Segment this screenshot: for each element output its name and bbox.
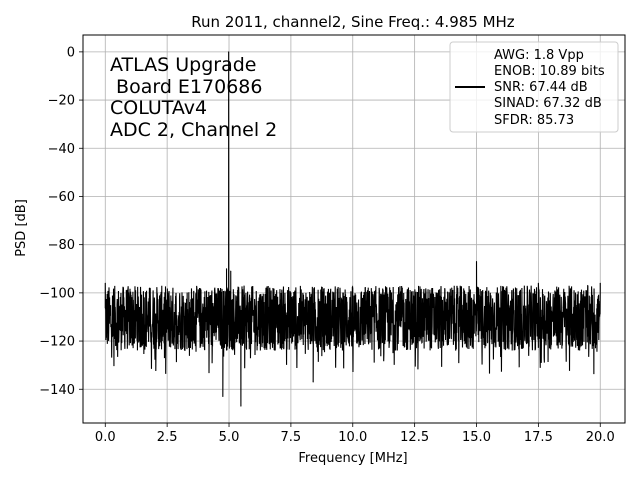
psd-data-point (198, 302, 200, 304)
psd-data-point (208, 335, 210, 337)
x-tick-label: 15.0 (462, 430, 491, 445)
legend-entry: ENOB: 10.89 bits (494, 64, 605, 79)
psd-data-point (104, 282, 106, 284)
psd-data-point (159, 345, 161, 347)
psd-data-point (513, 292, 515, 294)
y-tick-label: 0 (67, 45, 75, 60)
psd-data-point (451, 287, 453, 289)
legend-box (449, 41, 619, 133)
annotation-line: ATLAS Upgrade (110, 54, 256, 76)
psd-data-point (228, 51, 230, 53)
psd-data-point (562, 306, 564, 308)
psd-data-point (230, 270, 232, 272)
psd-data-point (243, 292, 245, 294)
psd-data-point (599, 282, 601, 284)
legend: AWG: 1.8 Vpp ENOB: 10.89 bits SNR: 67.44… (449, 41, 619, 133)
tick-marks: 0.0 2.5 5.0 7.5 10.0 12.5 15.0 17.5 20.0 0 −20 −40 −… (39, 45, 614, 445)
plot-area-border (82, 34, 626, 424)
psd-data-point (342, 292, 344, 294)
psd-data-point (525, 335, 527, 337)
psd-data-point (169, 306, 171, 308)
chart-title: Run 2011, channel2, Sine Freq.: 4.985 MH… (191, 13, 515, 31)
psd-data-point (149, 287, 151, 289)
y-tick-label: −140 (39, 383, 75, 398)
psd-data-point (332, 330, 334, 332)
psd-data-point (575, 292, 577, 294)
x-axis-label: Frequency [MHz] (298, 451, 407, 466)
psd-data-point (537, 282, 539, 284)
psd-data-point (438, 340, 440, 342)
psd-data-point (587, 335, 589, 337)
psd-data-point (278, 340, 280, 342)
y-tick-label: −120 (39, 335, 75, 350)
y-tick-label: −40 (48, 142, 75, 157)
psd-data-point (238, 316, 240, 318)
run-annotation: ATLAS Upgrade Board E170686 COLUTAv4 ADC… (110, 54, 277, 141)
y-tick-label: −100 (39, 286, 75, 301)
psd-data-point (302, 335, 304, 337)
annotation-line: Board E170686 (110, 76, 262, 98)
psd-data-point (253, 330, 255, 332)
psd-data-point (500, 340, 502, 342)
psd-data-point (129, 292, 131, 294)
psd-data-point (364, 287, 366, 289)
x-tick-label: 5.0 (219, 430, 240, 445)
series-layer (104, 51, 601, 407)
psd-data-point (112, 335, 114, 337)
legend-entry: SINAD: 67.32 dB (494, 96, 602, 111)
psd-data-point (188, 355, 190, 357)
legend-entry: SNR: 67.44 dB (494, 80, 588, 95)
psd-series-line (104, 51, 601, 407)
psd-data-point (488, 302, 490, 304)
y-tick-label: −20 (48, 94, 75, 109)
psd-data-point (352, 345, 354, 347)
psd-data-point (463, 316, 465, 318)
psd-data-point (377, 321, 379, 323)
psd-data-point (265, 302, 267, 304)
legend-entry: SFDR: 85.73 (494, 113, 574, 128)
psd-data-point (426, 302, 428, 304)
psd-data-point (222, 395, 224, 397)
x-tick-label: 17.5 (524, 430, 553, 445)
psd-data-point (233, 306, 235, 308)
psd-data-point (550, 345, 552, 347)
psd-data-point (139, 328, 141, 330)
axes-frame (82, 34, 626, 424)
psd-data-point (179, 297, 181, 299)
psd-data-point (240, 405, 242, 407)
psd-data-point (218, 292, 220, 294)
y-axis-label: PSD [dB] (14, 199, 29, 257)
x-tick-label: 2.5 (157, 430, 178, 445)
y-tick-label: −60 (48, 190, 75, 205)
x-tick-label: 0.0 (95, 430, 116, 445)
psd-data-point (119, 316, 121, 318)
annotation-line: ADC 2, Channel 2 (110, 119, 277, 141)
psd-data-point (389, 340, 391, 342)
x-tick-label: 10.0 (338, 430, 367, 445)
psd-data-point (322, 302, 324, 304)
psd-data-point (476, 261, 478, 263)
x-tick-label: 20.0 (586, 430, 615, 445)
psd-data-point (290, 292, 292, 294)
psd-data-point (414, 330, 416, 332)
psd-data-point (312, 381, 314, 383)
y-tick-label: −80 (48, 238, 75, 253)
x-tick-label: 7.5 (281, 430, 302, 445)
psd-data-point (401, 287, 403, 289)
annotation-line: COLUTAv4 (110, 97, 207, 119)
legend-entry: AWG: 1.8 Vpp (494, 48, 584, 63)
x-tick-label: 12.5 (400, 430, 429, 445)
psd-data-point (226, 268, 228, 270)
